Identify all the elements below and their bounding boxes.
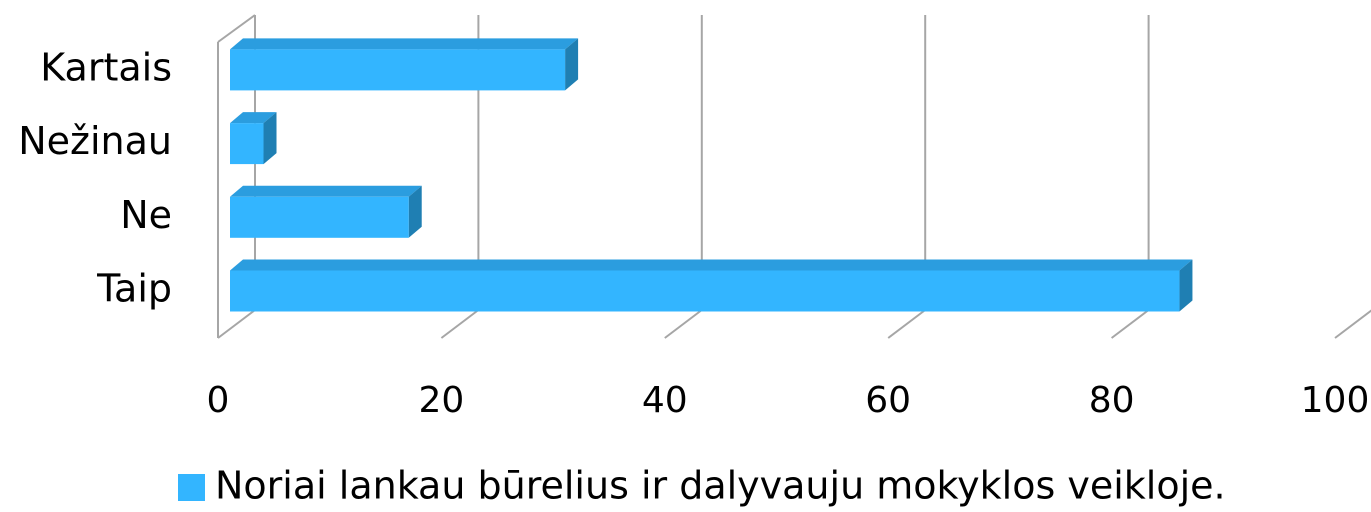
x-tick-label: 80 [1089,380,1135,421]
bar-top [230,38,579,50]
x-tick-label: 40 [642,380,688,421]
floor-line [217,309,256,339]
wall-edge [217,14,256,43]
bar-side [1179,259,1193,312]
bar-top [230,259,1193,271]
floor-line [664,309,703,339]
bar [230,270,1180,312]
bar-top [230,112,277,124]
bar-side [565,38,579,91]
bar [230,49,566,91]
y-tick-label: Kartais [40,45,172,89]
y-tick-label: Nežinau [18,119,172,163]
x-tick-label: 0 [207,380,230,421]
legend-label: Noriai lankau būrelius ir dalyvauju moky… [215,464,1226,508]
x-tick-label: 20 [418,380,464,421]
floor-line [1334,309,1371,339]
floor-line [440,309,480,339]
floor-line [887,309,926,339]
bar [230,123,264,165]
x-tick-label: 60 [865,380,911,421]
bar-side [408,185,422,238]
x-tick-label: 100 [1301,380,1370,421]
bar [230,196,409,238]
y-tick-label: Taip [96,267,172,311]
y-tick-label: Ne [120,193,172,237]
legend-swatch [178,474,205,501]
bar-top [230,185,422,197]
floor-line [1110,309,1150,339]
bar-side [263,112,277,165]
